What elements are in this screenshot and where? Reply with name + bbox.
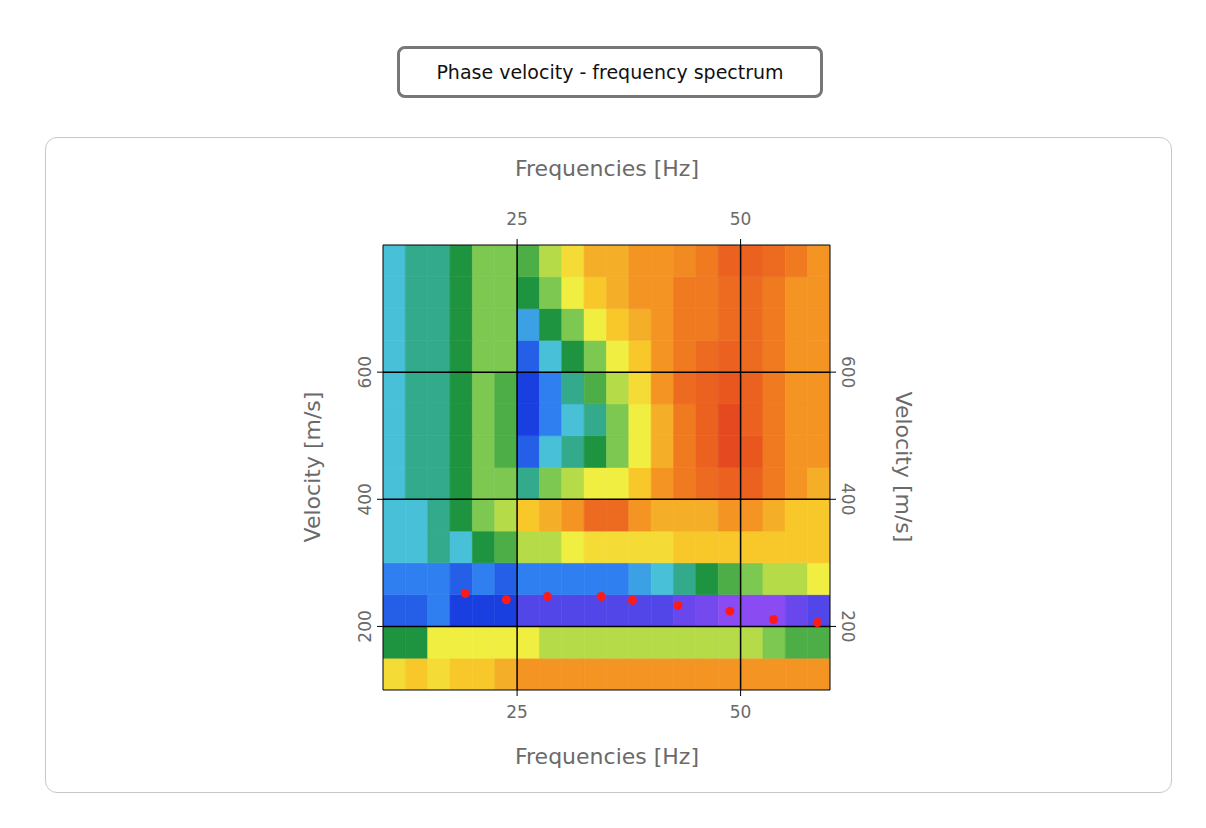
svg-text:50: 50	[730, 209, 752, 229]
svg-text:25: 25	[506, 702, 528, 722]
svg-text:25: 25	[506, 209, 528, 229]
html-text:Frequencies [Hz]: Frequencies [Hz]	[515, 156, 699, 181]
svg-text:600: 600	[838, 356, 858, 388]
html-text:Velocity [m/s]: Velocity [m/s]	[300, 391, 325, 543]
html-text:Velocity [m/s]: Velocity [m/s]	[891, 391, 916, 543]
svg-text:50: 50	[730, 702, 752, 722]
svg-text:600: 600	[355, 356, 375, 388]
svg-text:200: 200	[838, 610, 858, 642]
html-text:Phase velocity - frequency spe: Phase velocity - frequency spectrum	[436, 61, 784, 83]
html-text:Frequencies [Hz]: Frequencies [Hz]	[515, 744, 699, 769]
svg-text:200: 200	[355, 610, 375, 642]
svg-text:400: 400	[355, 483, 375, 515]
svg-text:400: 400	[838, 483, 858, 515]
